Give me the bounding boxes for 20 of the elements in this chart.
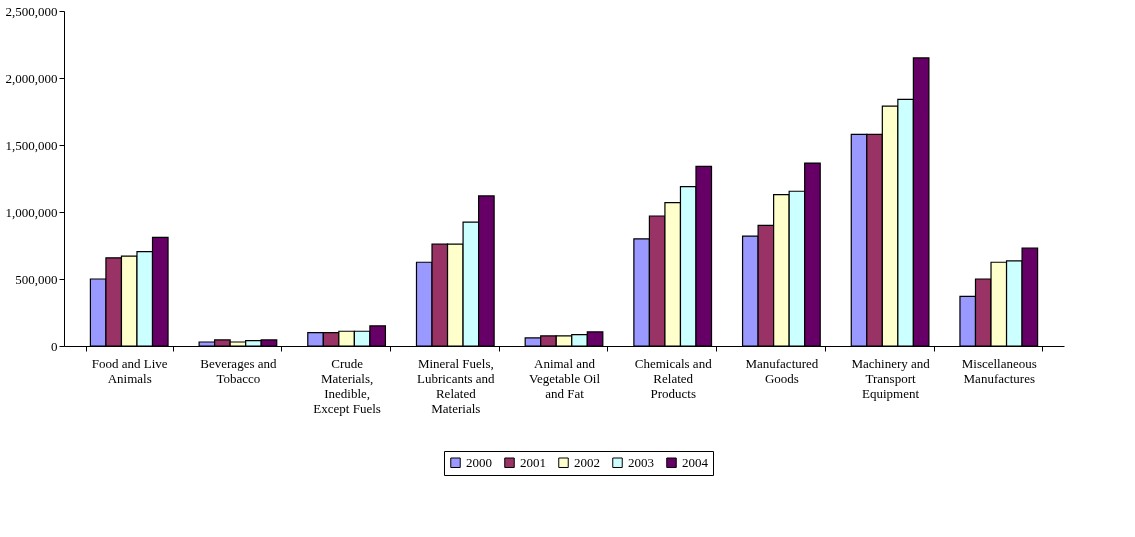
legend-label: 2004 [682,454,709,470]
x-tick-label: Beverages and Tobacco [200,355,277,386]
legend-label: 2002 [574,454,600,470]
y-tick-label: 1,000,000 [5,204,58,220]
y-tick-label: 1,500,000 [5,137,58,153]
x-tick-label: Chemicals and Related Products [634,355,713,401]
x-tick-label: Manufactured Goods [745,355,819,386]
legend-label: 2001 [520,454,546,470]
x-tick-label: Food and Live Animals [91,355,168,386]
x-tick-label: Crude Materials, Inedible, Except Fuels [313,355,381,416]
x-tick-label: Animal and Vegetable Oil and Fat [528,355,601,401]
x-tick-label: Mineral Fuels, Lubricants and Related Materials [416,355,496,416]
y-tick-label: 2,500,000 [5,3,58,19]
x-tick-label: Miscellaneous Manufactures [961,355,1037,386]
x-tick-label: Machinery and Transport Equipment [851,355,931,401]
y-tick-label: 0 [51,338,58,354]
legend-label: 2000 [466,454,492,470]
y-tick-label: 2,000,000 [5,70,58,86]
legend-label: 2003 [628,454,654,470]
y-tick-label: 500,000 [15,271,58,287]
